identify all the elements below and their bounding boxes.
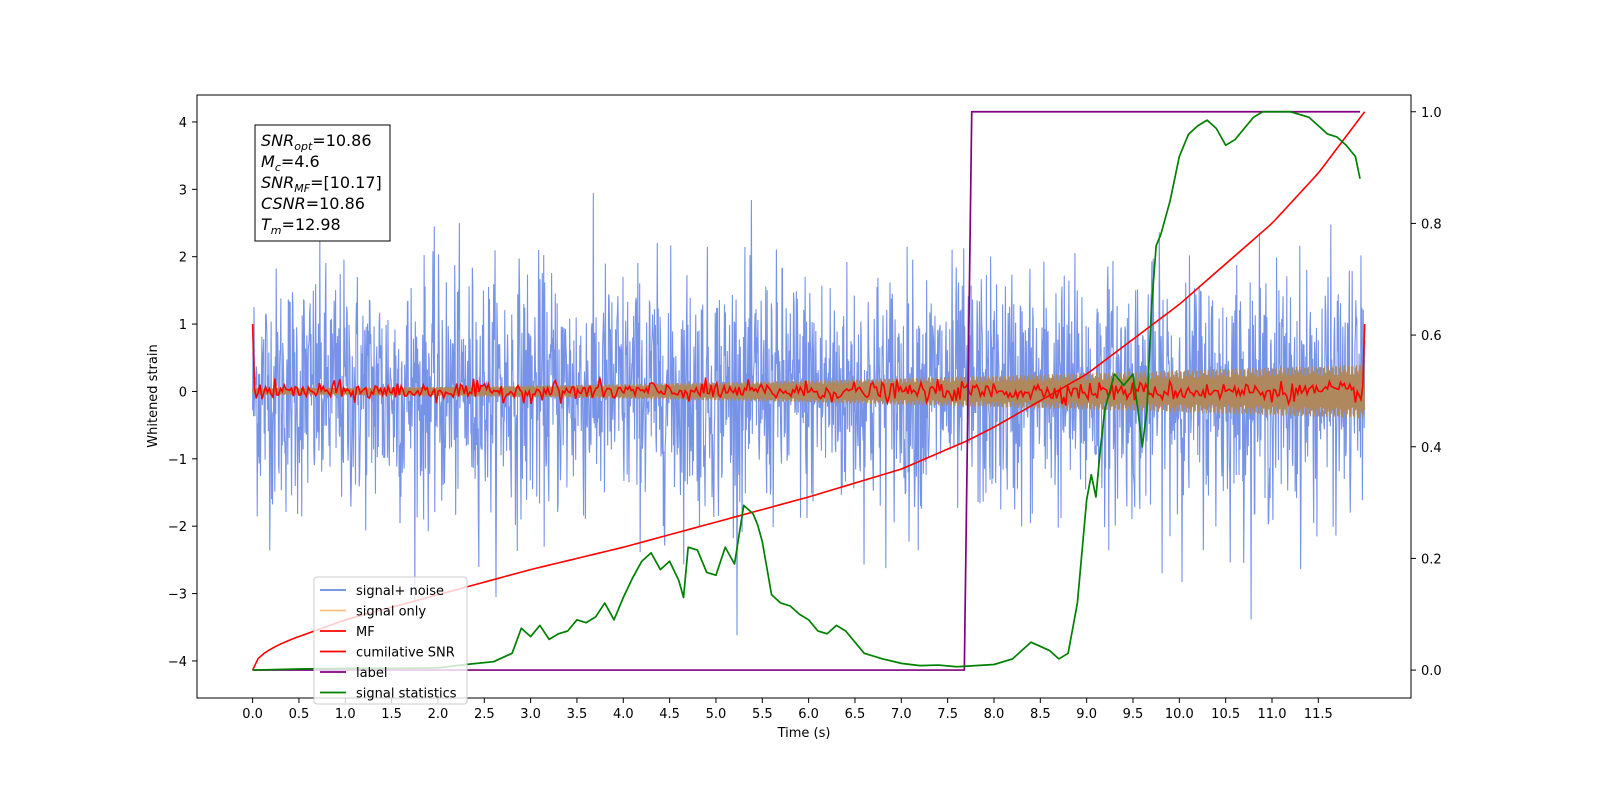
y2-tick-label: 0.8 (1421, 217, 1442, 232)
x-tick-label: 7.0 (891, 707, 912, 722)
y2-tick-label: 0.6 (1421, 329, 1442, 344)
x-tick-label: 4.5 (659, 707, 680, 722)
series-signal-only (252, 364, 1366, 419)
x-axis-label: Time (s) (777, 726, 831, 741)
x-tick-label: 5.0 (706, 707, 727, 722)
x-tick-label: 8.5 (1030, 707, 1051, 722)
y-tick-label: 2 (179, 251, 187, 266)
annotation-line: SNRMF=[10.17] (261, 173, 382, 195)
x-tick-label: 2.5 (474, 707, 495, 722)
x-tick-label: 5.5 (752, 707, 773, 722)
annotation-lines: SNRopt=10.86Mc=4.6SNRMF=[10.17]CSNR=10.8… (261, 131, 382, 237)
y2-tick-label: 1.0 (1421, 106, 1442, 121)
y-tick-label: −2 (168, 520, 187, 535)
x-tick-label: 4.0 (613, 707, 634, 722)
x-tick-label: 9.0 (1076, 707, 1097, 722)
legend: signal+ noise signal only MF cumilative SNR… (313, 576, 468, 705)
x-tick-label: 11.5 (1304, 707, 1333, 722)
y-tick-label: 0 (179, 385, 187, 400)
y-axis-left: 4 3 2 1 0 −1 −2 −3 −4 (168, 116, 197, 670)
x-axis: 0.0 0.5 1.0 1.5 2.0 2.5 3.0 3.5 4.0 4.5 5.0 5.5 6.0 6… (242, 698, 1333, 722)
legend-label: signal statistics (356, 687, 457, 702)
y-tick-label: 3 (179, 183, 187, 198)
x-tick-label: 11.0 (1258, 707, 1287, 722)
y-tick-label: 4 (179, 116, 187, 131)
x-tick-label: 3.0 (520, 707, 541, 722)
x-tick-label: 0.0 (242, 707, 263, 722)
legend-label: label (356, 666, 387, 681)
plot-frame (196, 94, 1412, 699)
x-tick-label: 0.5 (289, 707, 310, 722)
x-tick-label: 10.5 (1211, 707, 1240, 722)
series-signal-statistics (252, 110, 1361, 671)
x-tick-label: 1.0 (335, 707, 356, 722)
annotation-box: SNRopt=10.86Mc=4.6SNRMF=[10.17]CSNR=10.8… (254, 124, 391, 242)
x-tick-label: 2.0 (428, 707, 449, 722)
y-axis-label: Whitened strain (146, 344, 161, 447)
y2-tick-label: 0.4 (1421, 441, 1442, 456)
legend-label: MF (356, 625, 375, 640)
x-tick-label: 6.5 (845, 707, 866, 722)
x-tick-label: 7.5 (937, 707, 958, 722)
y-axis-right: 1.0 0.8 0.6 0.4 0.2 0.0 (1411, 106, 1442, 679)
x-tick-label: 3.5 (567, 707, 588, 722)
series-mf (251, 324, 1366, 407)
y-tick-label: −4 (168, 655, 187, 670)
x-tick-label: 8.0 (984, 707, 1005, 722)
legend-label: signal only (356, 605, 426, 620)
x-tick-label: 6.0 (798, 707, 819, 722)
y-tick-label: −1 (168, 453, 187, 468)
y-tick-label: −3 (168, 588, 187, 603)
legend-frame (313, 576, 468, 705)
legend-label: cumilative SNR (356, 646, 455, 661)
x-tick-label: 1.5 (381, 707, 402, 722)
annotation-line: CSNR=10.86 (261, 194, 365, 213)
annotation-line: Tm=12.98 (261, 215, 341, 237)
y-tick-label: 1 (179, 318, 187, 333)
annotation-line: Mc=4.6 (261, 152, 320, 174)
legend-label: signal+ noise (356, 584, 444, 599)
y2-tick-label: 0.2 (1421, 552, 1442, 567)
x-tick-label: 10.0 (1165, 707, 1194, 722)
y2-tick-label: 0.0 (1421, 664, 1442, 679)
series-label (252, 110, 1361, 671)
x-tick-label: 9.5 (1123, 707, 1144, 722)
annotation-line: SNRopt=10.86 (261, 131, 372, 153)
